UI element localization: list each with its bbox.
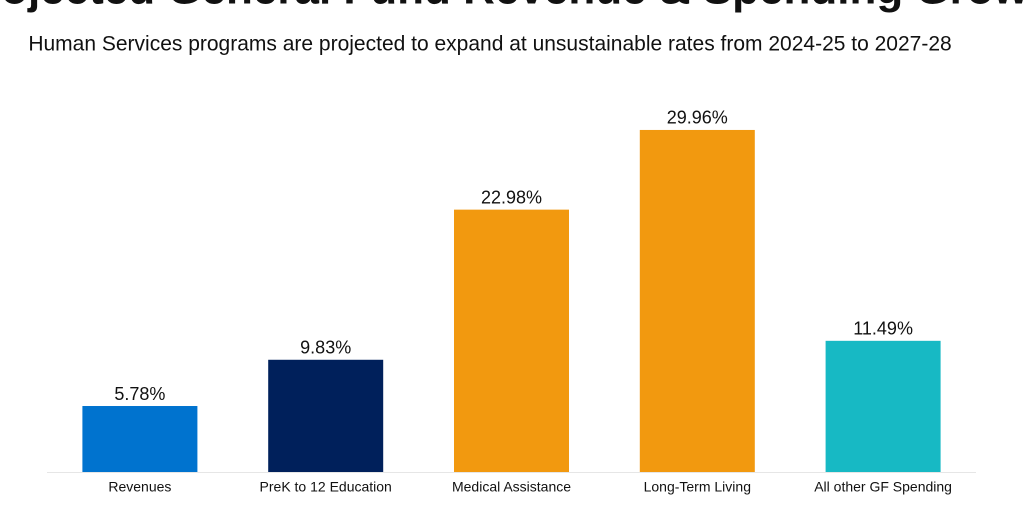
x-tick-label: Medical Assistance <box>452 479 571 495</box>
value-label: 22.98% <box>481 187 542 207</box>
chart-subtitle: Human Services programs are projected to… <box>28 33 951 56</box>
value-label: 9.83% <box>300 338 351 358</box>
value-label: 11.49% <box>853 319 913 339</box>
chart-title: Projected General Fund Revenue & Spendin… <box>0 0 1024 14</box>
x-tick-label: PreK to 12 Education <box>260 479 392 495</box>
x-tick-label: Revenues <box>108 479 171 495</box>
bar <box>268 359 384 472</box>
bar <box>825 340 941 472</box>
x-tick-label: All other GF Spending <box>814 479 952 495</box>
bar <box>454 209 569 472</box>
value-label: 5.78% <box>114 384 165 404</box>
x-tick-label: Long-Term Living <box>644 479 751 495</box>
bar <box>639 129 755 472</box>
bar <box>82 406 198 472</box>
value-label: 29.96% <box>667 108 728 128</box>
